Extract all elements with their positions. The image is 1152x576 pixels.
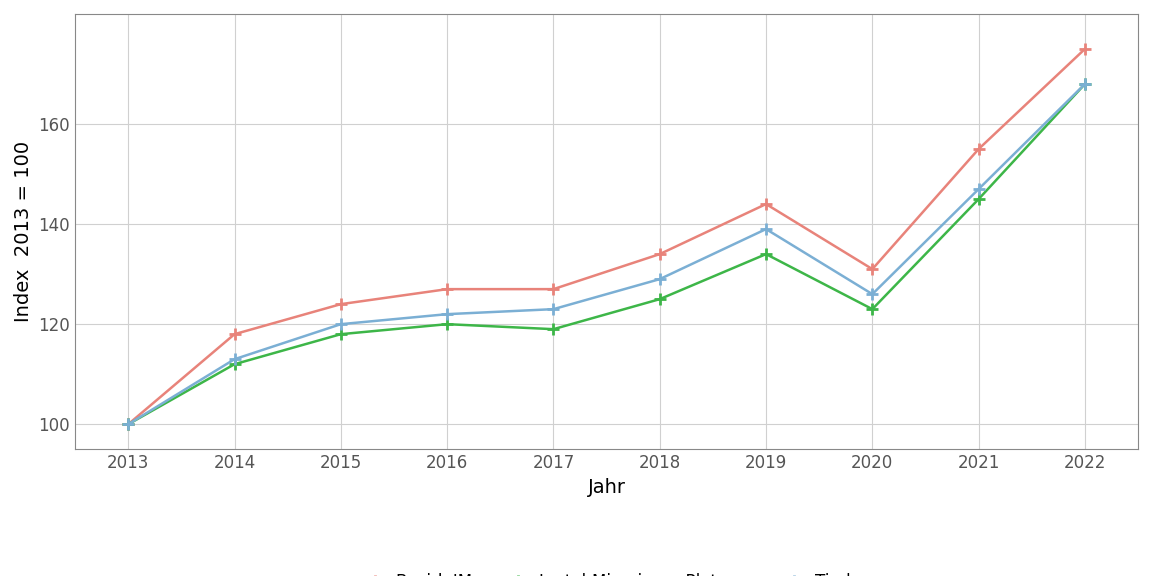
Tirol bbox=[759, 226, 773, 233]
Tirol bbox=[972, 185, 986, 192]
Inntal-Mieminger Plateau bbox=[653, 295, 667, 302]
Inntal-Mieminger Plateau bbox=[440, 321, 454, 328]
Bezirk IM bbox=[653, 251, 667, 257]
Inntal-Mieminger Plateau bbox=[546, 325, 560, 332]
Inntal-Mieminger Plateau bbox=[334, 331, 348, 338]
Legend: Bezirk IM, Inntal-Mieminger Plateau, Tirol: Bezirk IM, Inntal-Mieminger Plateau, Tir… bbox=[356, 566, 857, 576]
Tirol bbox=[1078, 81, 1092, 88]
Line: Inntal-Mieminger Plateau: Inntal-Mieminger Plateau bbox=[122, 78, 1091, 430]
Line: Bezirk IM: Bezirk IM bbox=[122, 43, 1091, 430]
Tirol bbox=[228, 356, 242, 363]
Inntal-Mieminger Plateau bbox=[759, 251, 773, 257]
Bezirk IM bbox=[440, 286, 454, 293]
Inntal-Mieminger Plateau bbox=[121, 421, 135, 428]
Tirol bbox=[865, 291, 879, 298]
Line: Tirol: Tirol bbox=[122, 78, 1091, 430]
Y-axis label: Index  2013 = 100: Index 2013 = 100 bbox=[14, 141, 33, 322]
Bezirk IM bbox=[759, 200, 773, 207]
Inntal-Mieminger Plateau bbox=[1078, 81, 1092, 88]
Bezirk IM bbox=[865, 266, 879, 272]
X-axis label: Jahr: Jahr bbox=[588, 478, 626, 497]
Bezirk IM bbox=[1078, 46, 1092, 52]
Tirol bbox=[440, 310, 454, 317]
Tirol bbox=[546, 306, 560, 313]
Inntal-Mieminger Plateau bbox=[972, 196, 986, 203]
Inntal-Mieminger Plateau bbox=[228, 361, 242, 367]
Bezirk IM bbox=[121, 421, 135, 428]
Bezirk IM bbox=[228, 331, 242, 338]
Tirol bbox=[121, 421, 135, 428]
Tirol bbox=[334, 321, 348, 328]
Inntal-Mieminger Plateau bbox=[865, 306, 879, 313]
Tirol bbox=[653, 276, 667, 283]
Bezirk IM bbox=[546, 286, 560, 293]
Bezirk IM bbox=[972, 146, 986, 153]
Bezirk IM bbox=[334, 301, 348, 308]
